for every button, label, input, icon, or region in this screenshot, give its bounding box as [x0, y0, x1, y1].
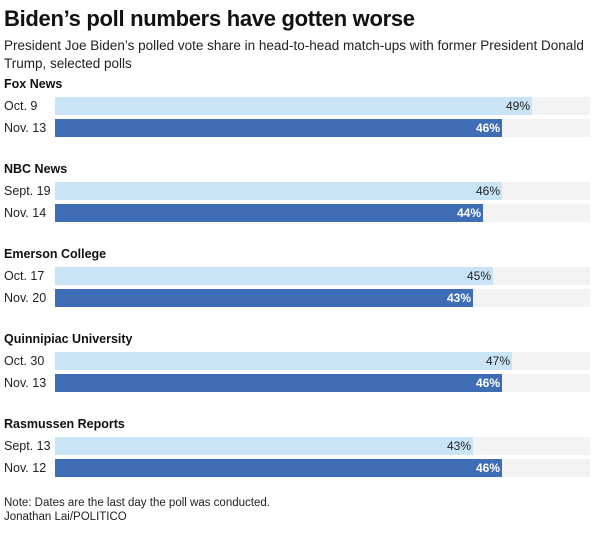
bar-track: 46%	[55, 459, 590, 477]
chart-title: Biden’s poll numbers have gotten worse	[4, 6, 415, 31]
bar-value-label: 49%	[505, 99, 530, 113]
bar-track: 46%	[55, 119, 590, 137]
bar-value-label: 43%	[446, 439, 471, 453]
bar-value-label: 43%	[446, 291, 471, 305]
bar	[55, 204, 483, 222]
chart-note: Note: Dates are the last day the poll wa…	[4, 497, 270, 509]
group-label: Fox News	[4, 77, 63, 91]
bar-date-label: Oct. 30	[4, 354, 45, 368]
chart-credit: Jonathan Lai/POLITICO	[4, 510, 127, 523]
bar-value-label: 47%	[485, 354, 510, 368]
bar	[55, 182, 502, 200]
bar	[55, 352, 512, 370]
bar-date-label: Nov. 20	[4, 291, 47, 305]
bar	[55, 119, 502, 137]
bar-date-label: Sept. 19	[4, 184, 51, 198]
bar-value-label: 45%	[466, 269, 491, 283]
bar-track: 46%	[55, 182, 590, 200]
bar-value-label: 46%	[475, 184, 500, 198]
bar-date-label: Nov. 14	[4, 206, 47, 220]
bar-date-label: Nov. 13	[4, 121, 47, 135]
bar-value-label: 46%	[475, 376, 500, 390]
bar-date-label: Oct. 17	[4, 269, 45, 283]
bar	[55, 459, 502, 477]
bar-track: 44%	[55, 204, 590, 222]
bar-value-label: 44%	[456, 206, 481, 220]
bar-date-label: Nov. 12	[4, 461, 47, 475]
bar-track: 43%	[55, 437, 590, 455]
bar	[55, 374, 502, 392]
bar-track: 45%	[55, 267, 590, 285]
group-label: Quinnipiac University	[4, 332, 133, 346]
bar-value-label: 46%	[475, 461, 500, 475]
bar	[55, 267, 493, 285]
bar-date-label: Oct. 9	[4, 99, 38, 113]
bar	[55, 97, 532, 115]
bar-value-label: 46%	[475, 121, 500, 135]
group-label: Emerson College	[4, 247, 107, 261]
bar-track: 47%	[55, 352, 590, 370]
bar-track: 49%	[55, 97, 590, 115]
bar-date-label: Sept. 13	[4, 439, 51, 453]
bar-date-label: Nov. 13	[4, 376, 47, 390]
group-label: Rasmussen Reports	[4, 417, 125, 431]
bar	[55, 289, 473, 307]
chart-subtitle: President Joe Biden’s polled vote share …	[4, 38, 584, 71]
bar	[55, 437, 473, 455]
group-label: NBC News	[4, 162, 68, 176]
bar-track: 46%	[55, 374, 590, 392]
chart-footer: Note: Dates are the last day the poll wa…	[4, 497, 270, 524]
bar-track: 43%	[55, 289, 590, 307]
